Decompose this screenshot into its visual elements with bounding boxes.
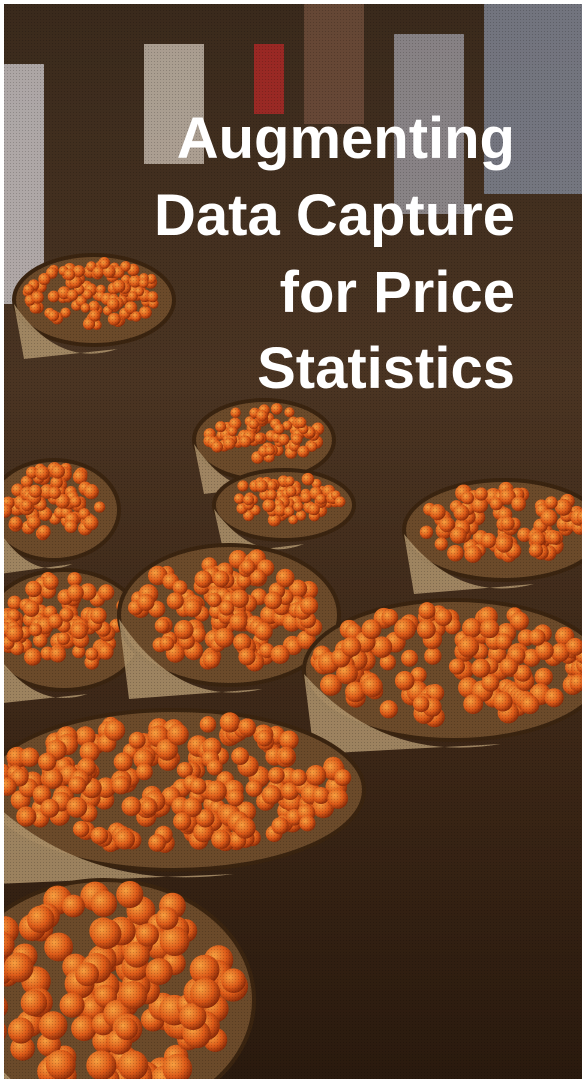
title-line: for Price <box>280 260 515 325</box>
title-line: Statistics <box>257 336 515 401</box>
cover-image: Augmenting Data Capture for Price Statis… <box>4 4 582 1079</box>
title-line: Data Capture <box>154 183 515 248</box>
title-line: Augmenting <box>177 106 515 171</box>
